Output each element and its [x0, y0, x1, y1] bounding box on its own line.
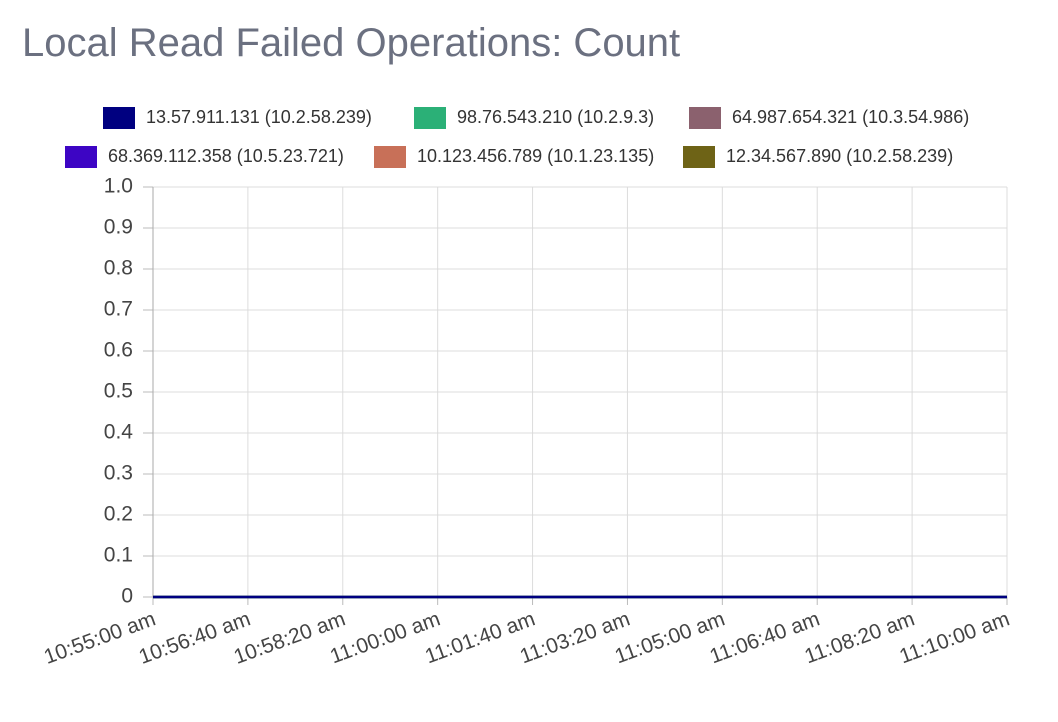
legend-label: 13.57.911.131 (10.2.58.239): [146, 107, 372, 127]
legend-label: 12.34.567.890 (10.2.58.239): [726, 146, 953, 166]
y-tick-label: 0.3: [104, 462, 133, 485]
y-tick-label: 0.7: [104, 298, 133, 321]
y-tick-label: 0.4: [104, 421, 134, 444]
y-tick-label: 0.6: [104, 339, 133, 362]
legend-swatch: [414, 107, 446, 129]
x-tick-label: 11:10:00 am: [896, 607, 1012, 668]
y-tick-label: 0.5: [104, 380, 133, 403]
y-tick-label: 0.2: [104, 503, 133, 526]
legend-swatch: [683, 146, 715, 168]
chart-title: Local Read Failed Operations: Count: [22, 21, 680, 65]
legend-swatch: [374, 146, 406, 168]
legend-label: 68.369.112.358 (10.5.23.721): [108, 146, 344, 166]
legend-label: 64.987.654.321 (10.3.54.986): [732, 107, 969, 127]
y-tick-label: 0: [121, 585, 133, 608]
y-tick-label: 1.0: [104, 175, 133, 198]
y-tick-label: 0.9: [104, 216, 133, 239]
y-tick-label: 0.8: [104, 257, 133, 280]
y-tick-label: 0.1: [104, 544, 133, 567]
legend-swatch: [65, 146, 97, 168]
legend-swatch: [103, 107, 135, 129]
legend-label: 98.76.543.210 (10.2.9.3): [457, 107, 654, 127]
legend-swatch: [689, 107, 721, 129]
legend-label: 10.123.456.789 (10.1.23.135): [417, 146, 654, 166]
